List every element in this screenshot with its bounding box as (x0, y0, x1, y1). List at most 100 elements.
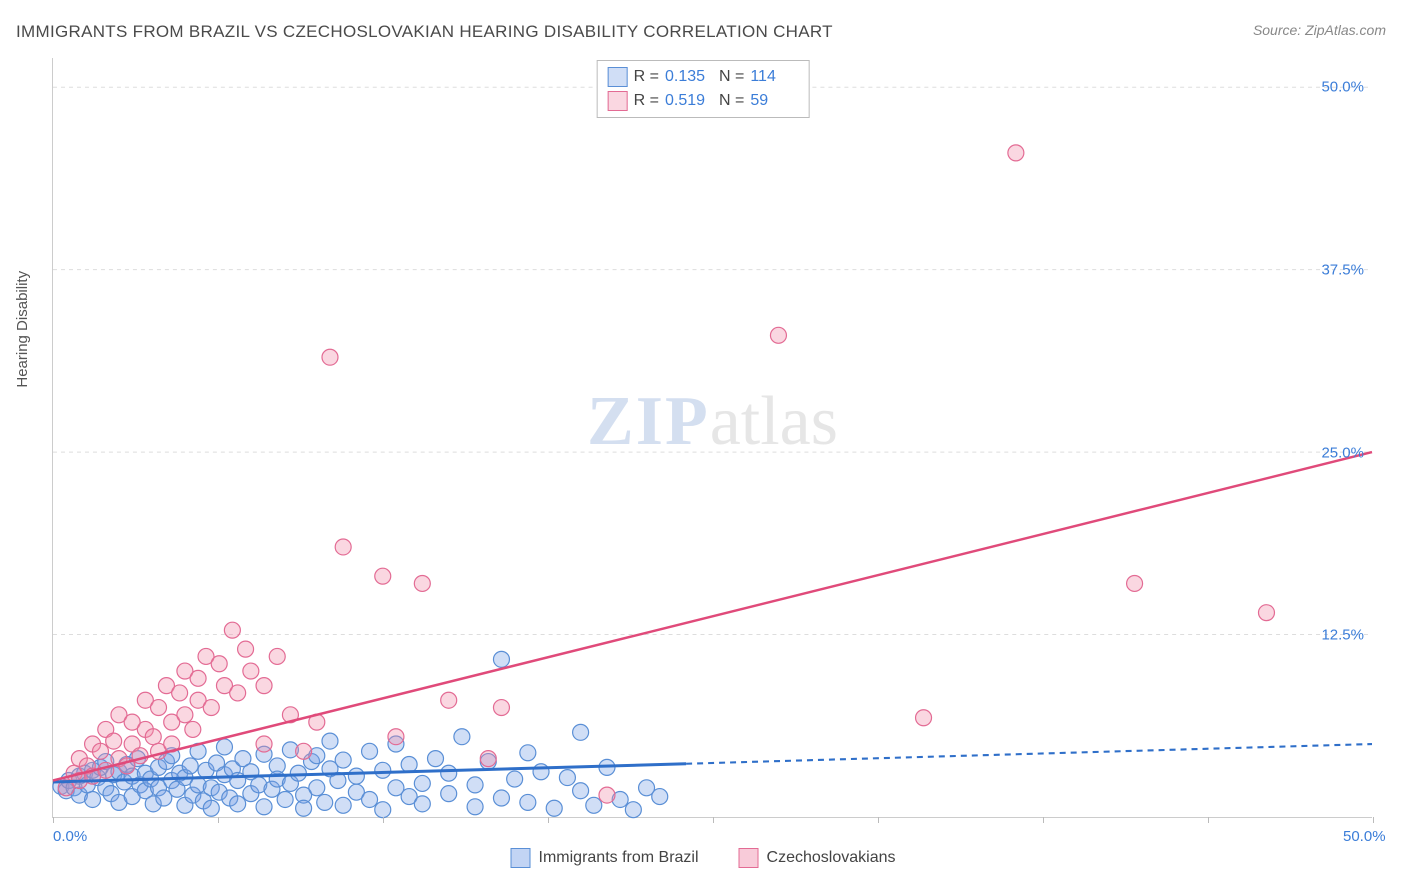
data-point (106, 733, 122, 749)
data-point (322, 733, 338, 749)
data-point (625, 802, 641, 818)
legend-swatch-czech (739, 848, 759, 868)
x-tick (53, 817, 54, 823)
data-point (269, 648, 285, 664)
data-point (520, 745, 536, 761)
data-point (296, 743, 312, 759)
data-point (573, 783, 589, 799)
x-tick (713, 817, 714, 823)
data-point (652, 789, 668, 805)
data-point (224, 622, 240, 638)
y-tick-label: 50.0% (1321, 79, 1364, 96)
chart-title: IMMIGRANTS FROM BRAZIL VS CZECHOSLOVAKIA… (16, 22, 833, 42)
y-tick-label: 12.5% (1321, 627, 1364, 644)
data-point (599, 787, 615, 803)
data-point (414, 775, 430, 791)
legend-swatch-brazil (511, 848, 531, 868)
chart-svg (53, 58, 1372, 817)
x-tick (878, 817, 879, 823)
x-tick (1208, 817, 1209, 823)
swatch-brazil (608, 67, 628, 87)
y-tick-label: 25.0% (1321, 444, 1364, 461)
data-point (507, 771, 523, 787)
data-point (277, 791, 293, 807)
data-point (92, 743, 108, 759)
data-point (467, 777, 483, 793)
x-tick-label: 0.0% (53, 828, 87, 845)
regression-line (53, 452, 1372, 780)
data-point (414, 575, 430, 591)
data-point (1258, 605, 1274, 621)
x-tick (1373, 817, 1374, 823)
data-point (256, 799, 272, 815)
data-point (216, 739, 232, 755)
data-point (375, 802, 391, 818)
data-point (211, 656, 227, 672)
x-tick-label: 50.0% (1343, 828, 1386, 845)
data-point (916, 710, 932, 726)
data-point (441, 765, 457, 781)
data-point (296, 800, 312, 816)
plot-area: ZIPatlas 12.5%25.0%37.5%50.0% 0.0%50.0% (52, 58, 1372, 818)
legend-item-brazil: Immigrants from Brazil (511, 848, 699, 868)
data-point (493, 651, 509, 667)
r-label-czech: R = (634, 92, 659, 110)
y-axis-label: Hearing Disability (14, 271, 31, 388)
data-point (1127, 575, 1143, 591)
data-point (428, 751, 444, 767)
data-point (230, 796, 246, 812)
y-tick-label: 37.5% (1321, 261, 1364, 278)
correlation-legend: R = 0.135 N = 114 R = 0.519 N = 59 (597, 60, 810, 118)
data-point (388, 729, 404, 745)
data-point (1008, 145, 1024, 161)
data-point (230, 685, 246, 701)
data-point (493, 790, 509, 806)
n-label-brazil: N = (719, 68, 744, 86)
data-point (182, 758, 198, 774)
data-point (335, 752, 351, 768)
data-point (493, 700, 509, 716)
data-point (203, 700, 219, 716)
data-point (375, 762, 391, 778)
data-point (348, 768, 364, 784)
data-point (238, 641, 254, 657)
data-point (533, 764, 549, 780)
data-point (335, 539, 351, 555)
legend-row-czech: R = 0.519 N = 59 (608, 89, 799, 113)
data-point (85, 791, 101, 807)
data-point (401, 756, 417, 772)
data-point (322, 349, 338, 365)
x-tick (1043, 817, 1044, 823)
data-point (441, 692, 457, 708)
data-point (362, 743, 378, 759)
x-tick (548, 817, 549, 823)
data-point (172, 685, 188, 701)
data-point (145, 729, 161, 745)
data-point (559, 770, 575, 786)
data-point (362, 791, 378, 807)
data-point (203, 800, 219, 816)
data-point (190, 670, 206, 686)
series-legend: Immigrants from Brazil Czechoslovakians (511, 848, 896, 868)
data-point (256, 736, 272, 752)
data-point (335, 797, 351, 813)
data-point (770, 327, 786, 343)
data-point (185, 721, 201, 737)
source-attribution: Source: ZipAtlas.com (1253, 22, 1386, 38)
data-point (290, 765, 306, 781)
r-value-czech: 0.519 (665, 92, 713, 110)
regression-line-extrapolated (686, 744, 1372, 764)
legend-row-brazil: R = 0.135 N = 114 (608, 65, 799, 89)
data-point (467, 799, 483, 815)
r-label-brazil: R = (634, 68, 659, 86)
data-point (520, 794, 536, 810)
n-value-brazil: 114 (750, 68, 798, 86)
r-value-brazil: 0.135 (665, 68, 713, 86)
data-point (586, 797, 602, 813)
legend-item-czech: Czechoslovakians (739, 848, 896, 868)
data-point (414, 796, 430, 812)
legend-label-czech: Czechoslovakians (767, 849, 896, 867)
data-point (375, 568, 391, 584)
data-point (441, 786, 457, 802)
data-point (177, 707, 193, 723)
